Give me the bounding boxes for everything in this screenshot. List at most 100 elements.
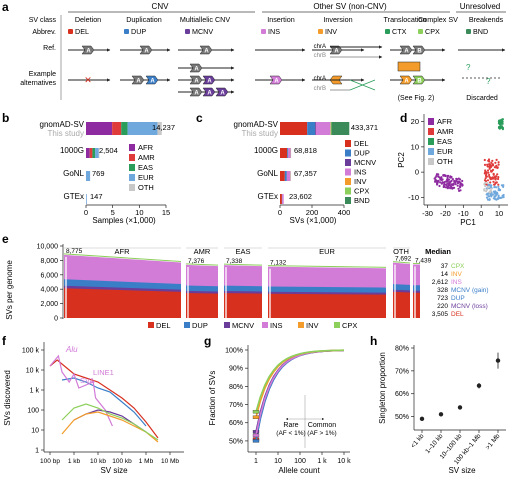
group-label-cnv: CNV xyxy=(152,2,170,11)
d-point-eur xyxy=(492,197,495,200)
alt-chevron-ins-text: A xyxy=(274,78,279,84)
f-series-inv xyxy=(61,411,159,443)
e-yticklabel-1: 2,000 xyxy=(40,301,58,308)
b-bar-1-eur xyxy=(95,148,99,158)
d-point-oth xyxy=(486,182,489,185)
e-median-key-1: INV xyxy=(451,271,463,278)
group-label-unresolved: Unresolved xyxy=(460,2,500,11)
e-peak-3: 7,132 xyxy=(270,260,287,267)
b-bar-1-afr xyxy=(86,148,90,158)
c-legend-label-ins: INS xyxy=(354,168,367,177)
c-label-gonl: GoNL xyxy=(257,169,278,178)
row-label-class: SV class xyxy=(29,17,57,24)
b-bar-0-amr xyxy=(112,122,122,135)
panel-letter-e: e xyxy=(2,232,9,246)
class-name-bnd: Breakends xyxy=(469,15,504,24)
c-bar-0-ins xyxy=(316,122,331,135)
panel-letter-c: c xyxy=(196,111,203,125)
c-bar-2-ins xyxy=(286,171,291,181)
class-abbrev-del: DEL xyxy=(75,27,89,36)
e-median-value-2: 2,612 xyxy=(432,279,449,286)
b-bar-1-amr xyxy=(89,148,93,158)
e-area-del-5 xyxy=(413,292,420,318)
b-ticklabel-5: 5 xyxy=(111,208,115,217)
g-xticklabel-3: 1 k xyxy=(317,458,327,465)
h-point-4 xyxy=(495,358,501,363)
e-yticklabel-5: 10,000 xyxy=(37,244,59,251)
e-median-key-2: INS xyxy=(451,279,463,286)
d-legend-swatch-amr xyxy=(428,128,434,135)
e-median-value-1: 14 xyxy=(441,271,449,278)
d-point-afr xyxy=(457,177,460,180)
f-series-cpx xyxy=(61,403,159,441)
d-point-afr xyxy=(453,186,456,189)
e-legend-label-cpx: CPX xyxy=(342,321,357,330)
e-median-value-5: 220 xyxy=(437,303,448,310)
d-point-amr xyxy=(484,169,487,172)
row-label-alt-2: alternatives xyxy=(20,80,56,87)
b-label-1000g: 1000G xyxy=(60,146,84,155)
b-ticklabel-15: 15 xyxy=(162,208,170,217)
d-point-afr xyxy=(435,174,438,177)
alt-chevron-mcnv-0-0-text: A xyxy=(194,66,199,72)
ref-chevron-inv xyxy=(329,45,343,55)
d-point-afr xyxy=(456,184,459,187)
e-legend-swatch-dup xyxy=(184,322,190,328)
d-xlabel: PC1 xyxy=(460,218,476,227)
d-point-eur xyxy=(494,198,497,201)
class-swatch-bnd xyxy=(466,29,471,34)
c-value-gnomad: 433,371 xyxy=(351,123,378,132)
class-name-ins: Insertion xyxy=(267,15,295,24)
c-legend-label-mcnv: MCNV xyxy=(354,158,376,167)
b-value-gtex: 147 xyxy=(90,192,103,201)
e-pop-label-oth: OTH xyxy=(393,247,409,256)
alt-chevron-dup-2-text: A xyxy=(150,78,155,84)
d-yticklabel-10: 10 xyxy=(411,142,419,151)
e-median-key-6: DEL xyxy=(451,311,464,318)
g-common-sub: (AF > 1%) xyxy=(307,430,336,437)
e-line-cpx-4 xyxy=(392,261,411,264)
class-swatch-inv xyxy=(318,29,323,34)
f-xlabel: SV size xyxy=(100,466,128,475)
f-xticklabel-3: 100 kb xyxy=(112,458,132,465)
alt-chevron-cpx-a-text: A xyxy=(404,78,409,84)
d-xticklabel--20: -20 xyxy=(440,209,451,218)
b-legend-label-oth: OTH xyxy=(138,183,154,192)
alt-chevron-cpx-a xyxy=(399,75,413,85)
d-point-afr xyxy=(454,183,457,186)
panel-letter-h: h xyxy=(370,334,377,348)
alt-del-mark: ✕ xyxy=(84,75,92,85)
g-xticklabel-1: 10 xyxy=(274,458,282,465)
e-pop-label-amr: AMR xyxy=(194,247,211,256)
c-bar-3-ins xyxy=(282,194,284,204)
d-point-afr xyxy=(461,183,464,186)
b-bar-1-eas xyxy=(92,148,96,158)
d-point-amr xyxy=(496,166,499,169)
d-point-amr xyxy=(491,176,494,179)
d-point-amr xyxy=(488,173,491,177)
class-name-ctx: Translocation xyxy=(384,15,427,24)
d-point-amr xyxy=(483,179,487,182)
d-point-afr xyxy=(459,186,462,189)
d-legend-label-eur: EUR xyxy=(437,147,453,156)
e-legend-label-mcnv: MCNV xyxy=(232,321,254,330)
class-swatch-dup xyxy=(124,29,129,34)
e-median-key-5: MCNV (loss) xyxy=(451,303,488,310)
class-swatch-del xyxy=(68,29,73,34)
d-point-afr xyxy=(445,180,448,183)
d-point-amr xyxy=(485,175,488,178)
d-point-eas xyxy=(498,119,501,122)
class-swatch-cpx xyxy=(418,29,423,34)
d-point-afr xyxy=(457,180,461,183)
d-point-amr xyxy=(488,175,491,178)
d-point-amr xyxy=(493,166,496,169)
b-ticklabel-10: 10 xyxy=(135,208,143,217)
g-common-label: Common xyxy=(308,422,337,429)
panel-b: b gnomAD-SV This study 1000G GoNL GTEx 1… xyxy=(2,111,175,225)
d-point-afr xyxy=(445,183,448,187)
h-xticklabel-4: >1 Mb xyxy=(484,432,501,451)
row-label-ref: Ref. xyxy=(43,45,56,52)
d-point-afr xyxy=(443,185,446,188)
c-bar-0-bnd xyxy=(331,122,350,135)
d-point-amr xyxy=(497,177,500,181)
